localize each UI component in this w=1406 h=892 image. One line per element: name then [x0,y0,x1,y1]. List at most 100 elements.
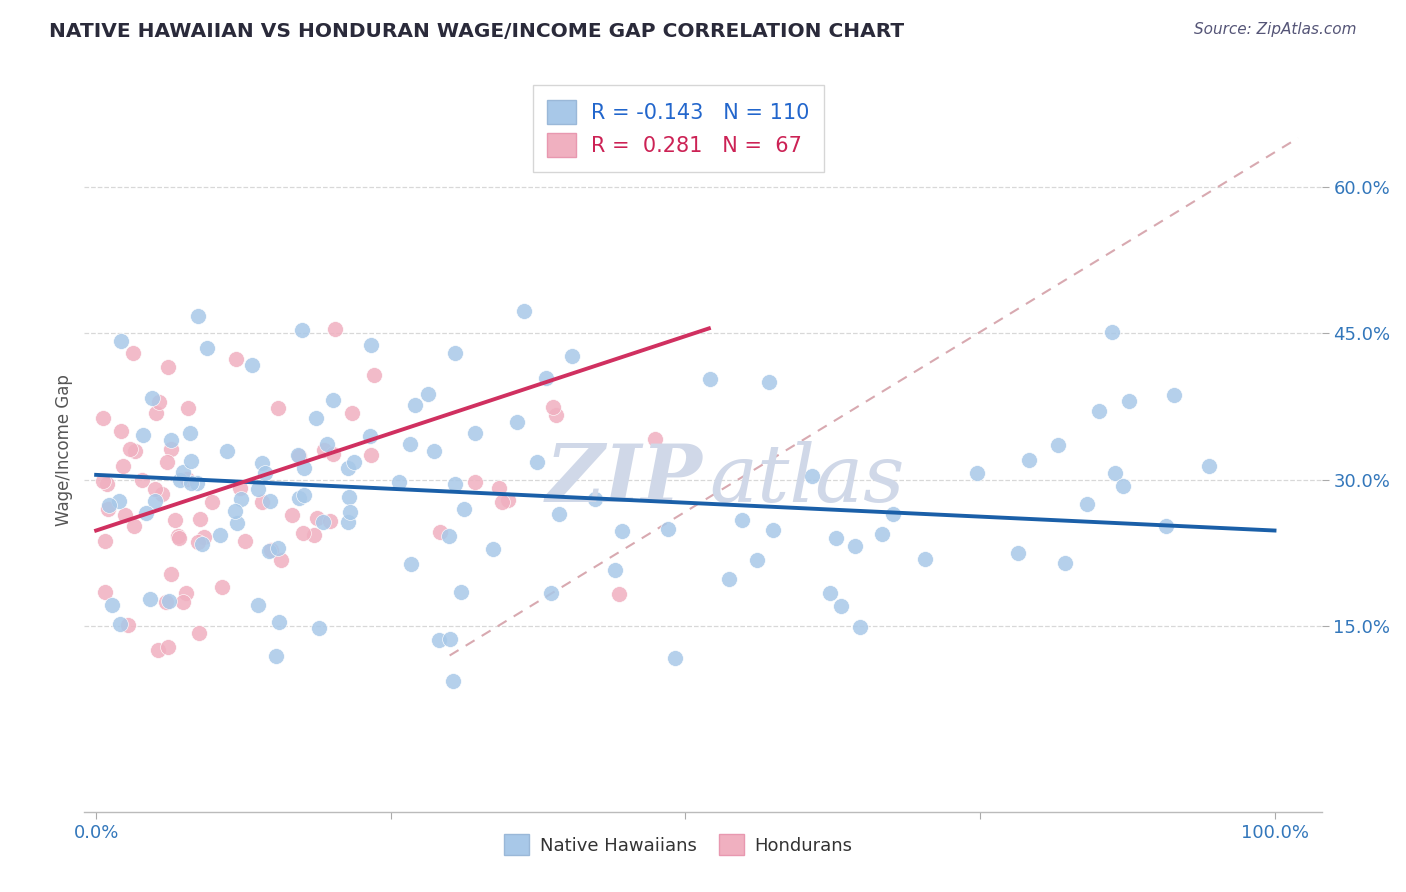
Point [157,594,180,608]
Point [287,450,309,464]
Point [193,530,215,544]
Point [246,482,269,496]
Point [107,494,129,508]
Point [270,552,292,566]
Point [267,541,290,555]
Point [97,502,120,516]
Text: Source: ZipAtlas.com: Source: ZipAtlas.com [1194,22,1357,37]
Point [179,426,201,441]
Point [1112,479,1135,493]
Point [699,372,721,386]
Point [267,615,290,629]
Point [172,595,194,609]
Point [482,541,505,556]
Point [167,531,190,545]
Point [718,572,741,586]
Point [544,409,567,423]
Point [363,368,385,382]
Point [882,507,904,521]
Point [229,482,252,496]
Point [191,537,214,551]
Point [259,543,281,558]
Point [177,401,200,415]
Point [211,580,233,594]
Point [872,526,894,541]
Point [337,515,360,529]
Point [337,490,360,504]
Point [224,504,246,518]
Point [156,455,179,469]
Point [117,618,139,632]
Point [388,475,411,490]
Point [97,498,120,512]
Point [188,512,211,526]
Point [259,493,281,508]
Point [110,334,132,349]
Point [429,524,451,539]
Point [253,466,276,480]
Point [1054,556,1077,570]
Point [145,494,167,508]
Point [745,552,768,566]
Point [360,448,382,462]
Point [159,567,181,582]
Point [121,346,143,360]
Point [644,432,666,446]
Point [607,587,630,601]
Point [307,511,329,525]
Point [201,495,224,509]
Point [548,508,571,522]
Point [260,542,283,557]
Point [94,533,117,548]
Point [443,477,465,491]
Point [157,360,180,375]
Point [96,476,118,491]
Point [1154,519,1177,533]
Point [830,599,852,613]
Text: atlas: atlas [709,441,904,518]
Point [114,508,136,523]
Point [291,323,314,337]
Point [1118,394,1140,409]
Point [148,395,170,409]
Point [731,513,754,527]
Point [399,437,422,451]
Point [1046,437,1069,451]
Point [496,493,519,508]
Point [291,526,314,541]
Point [233,533,256,548]
Point [325,322,347,336]
Point [308,621,330,635]
Point [180,475,202,490]
Point [267,401,290,416]
Point [319,514,342,528]
Point [250,456,273,470]
Point [101,598,124,612]
Point [1104,466,1126,480]
Point [464,475,486,489]
Point [506,415,529,429]
Point [513,304,536,318]
Point [404,398,426,412]
Point [305,411,328,425]
Point [246,598,269,612]
Y-axis label: Wage/Income Gap: Wage/Income Gap [55,375,73,526]
Point [464,426,486,441]
Point [159,442,181,456]
Point [342,455,364,469]
Point [150,487,173,501]
Text: ZIP: ZIP [546,441,703,518]
Point [143,482,166,496]
Point [108,617,131,632]
Point [1163,388,1185,402]
Point [163,513,186,527]
Point [360,337,382,351]
Point [287,448,309,462]
Point [657,522,679,536]
Point [312,443,335,458]
Point [169,473,191,487]
Point [1076,497,1098,511]
Point [146,643,169,657]
Point [155,595,177,609]
Point [186,475,208,490]
